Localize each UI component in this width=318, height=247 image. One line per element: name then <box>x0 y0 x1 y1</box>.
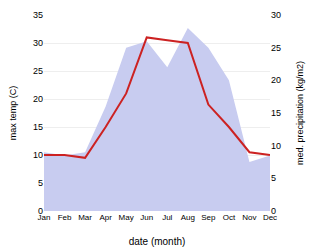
svg-text:5: 5 <box>38 178 43 188</box>
svg-text:20: 20 <box>33 94 43 104</box>
svg-text:Jan: Jan <box>38 213 51 222</box>
svg-text:25: 25 <box>271 43 281 53</box>
svg-text:Apr: Apr <box>99 213 112 222</box>
svg-text:May: May <box>119 213 134 222</box>
svg-text:Nov: Nov <box>242 213 256 222</box>
svg-text:0: 0 <box>271 206 276 216</box>
svg-text:Feb: Feb <box>58 213 72 222</box>
svg-text:med. precipitation (kg/m2): med. precipitation (kg/m2) <box>295 61 305 165</box>
svg-text:15: 15 <box>33 122 43 132</box>
svg-text:Jul: Jul <box>162 213 172 222</box>
svg-text:10: 10 <box>271 141 281 151</box>
svg-text:20: 20 <box>271 75 281 85</box>
svg-text:Mar: Mar <box>78 213 92 222</box>
svg-text:15: 15 <box>271 108 281 118</box>
svg-text:date (month): date (month) <box>129 236 186 247</box>
svg-text:25: 25 <box>33 66 43 76</box>
svg-text:Jun: Jun <box>140 213 153 222</box>
svg-text:5: 5 <box>271 173 276 183</box>
svg-text:10: 10 <box>33 150 43 160</box>
svg-text:Aug: Aug <box>181 213 195 222</box>
svg-text:30: 30 <box>271 10 281 20</box>
svg-text:max temp (C): max temp (C) <box>8 86 18 141</box>
svg-text:Oct: Oct <box>223 213 236 222</box>
svg-text:0: 0 <box>38 206 43 216</box>
svg-text:30: 30 <box>33 38 43 48</box>
svg-text:35: 35 <box>33 10 43 20</box>
svg-text:Sep: Sep <box>201 213 216 222</box>
svg-text:Dec: Dec <box>263 213 277 222</box>
